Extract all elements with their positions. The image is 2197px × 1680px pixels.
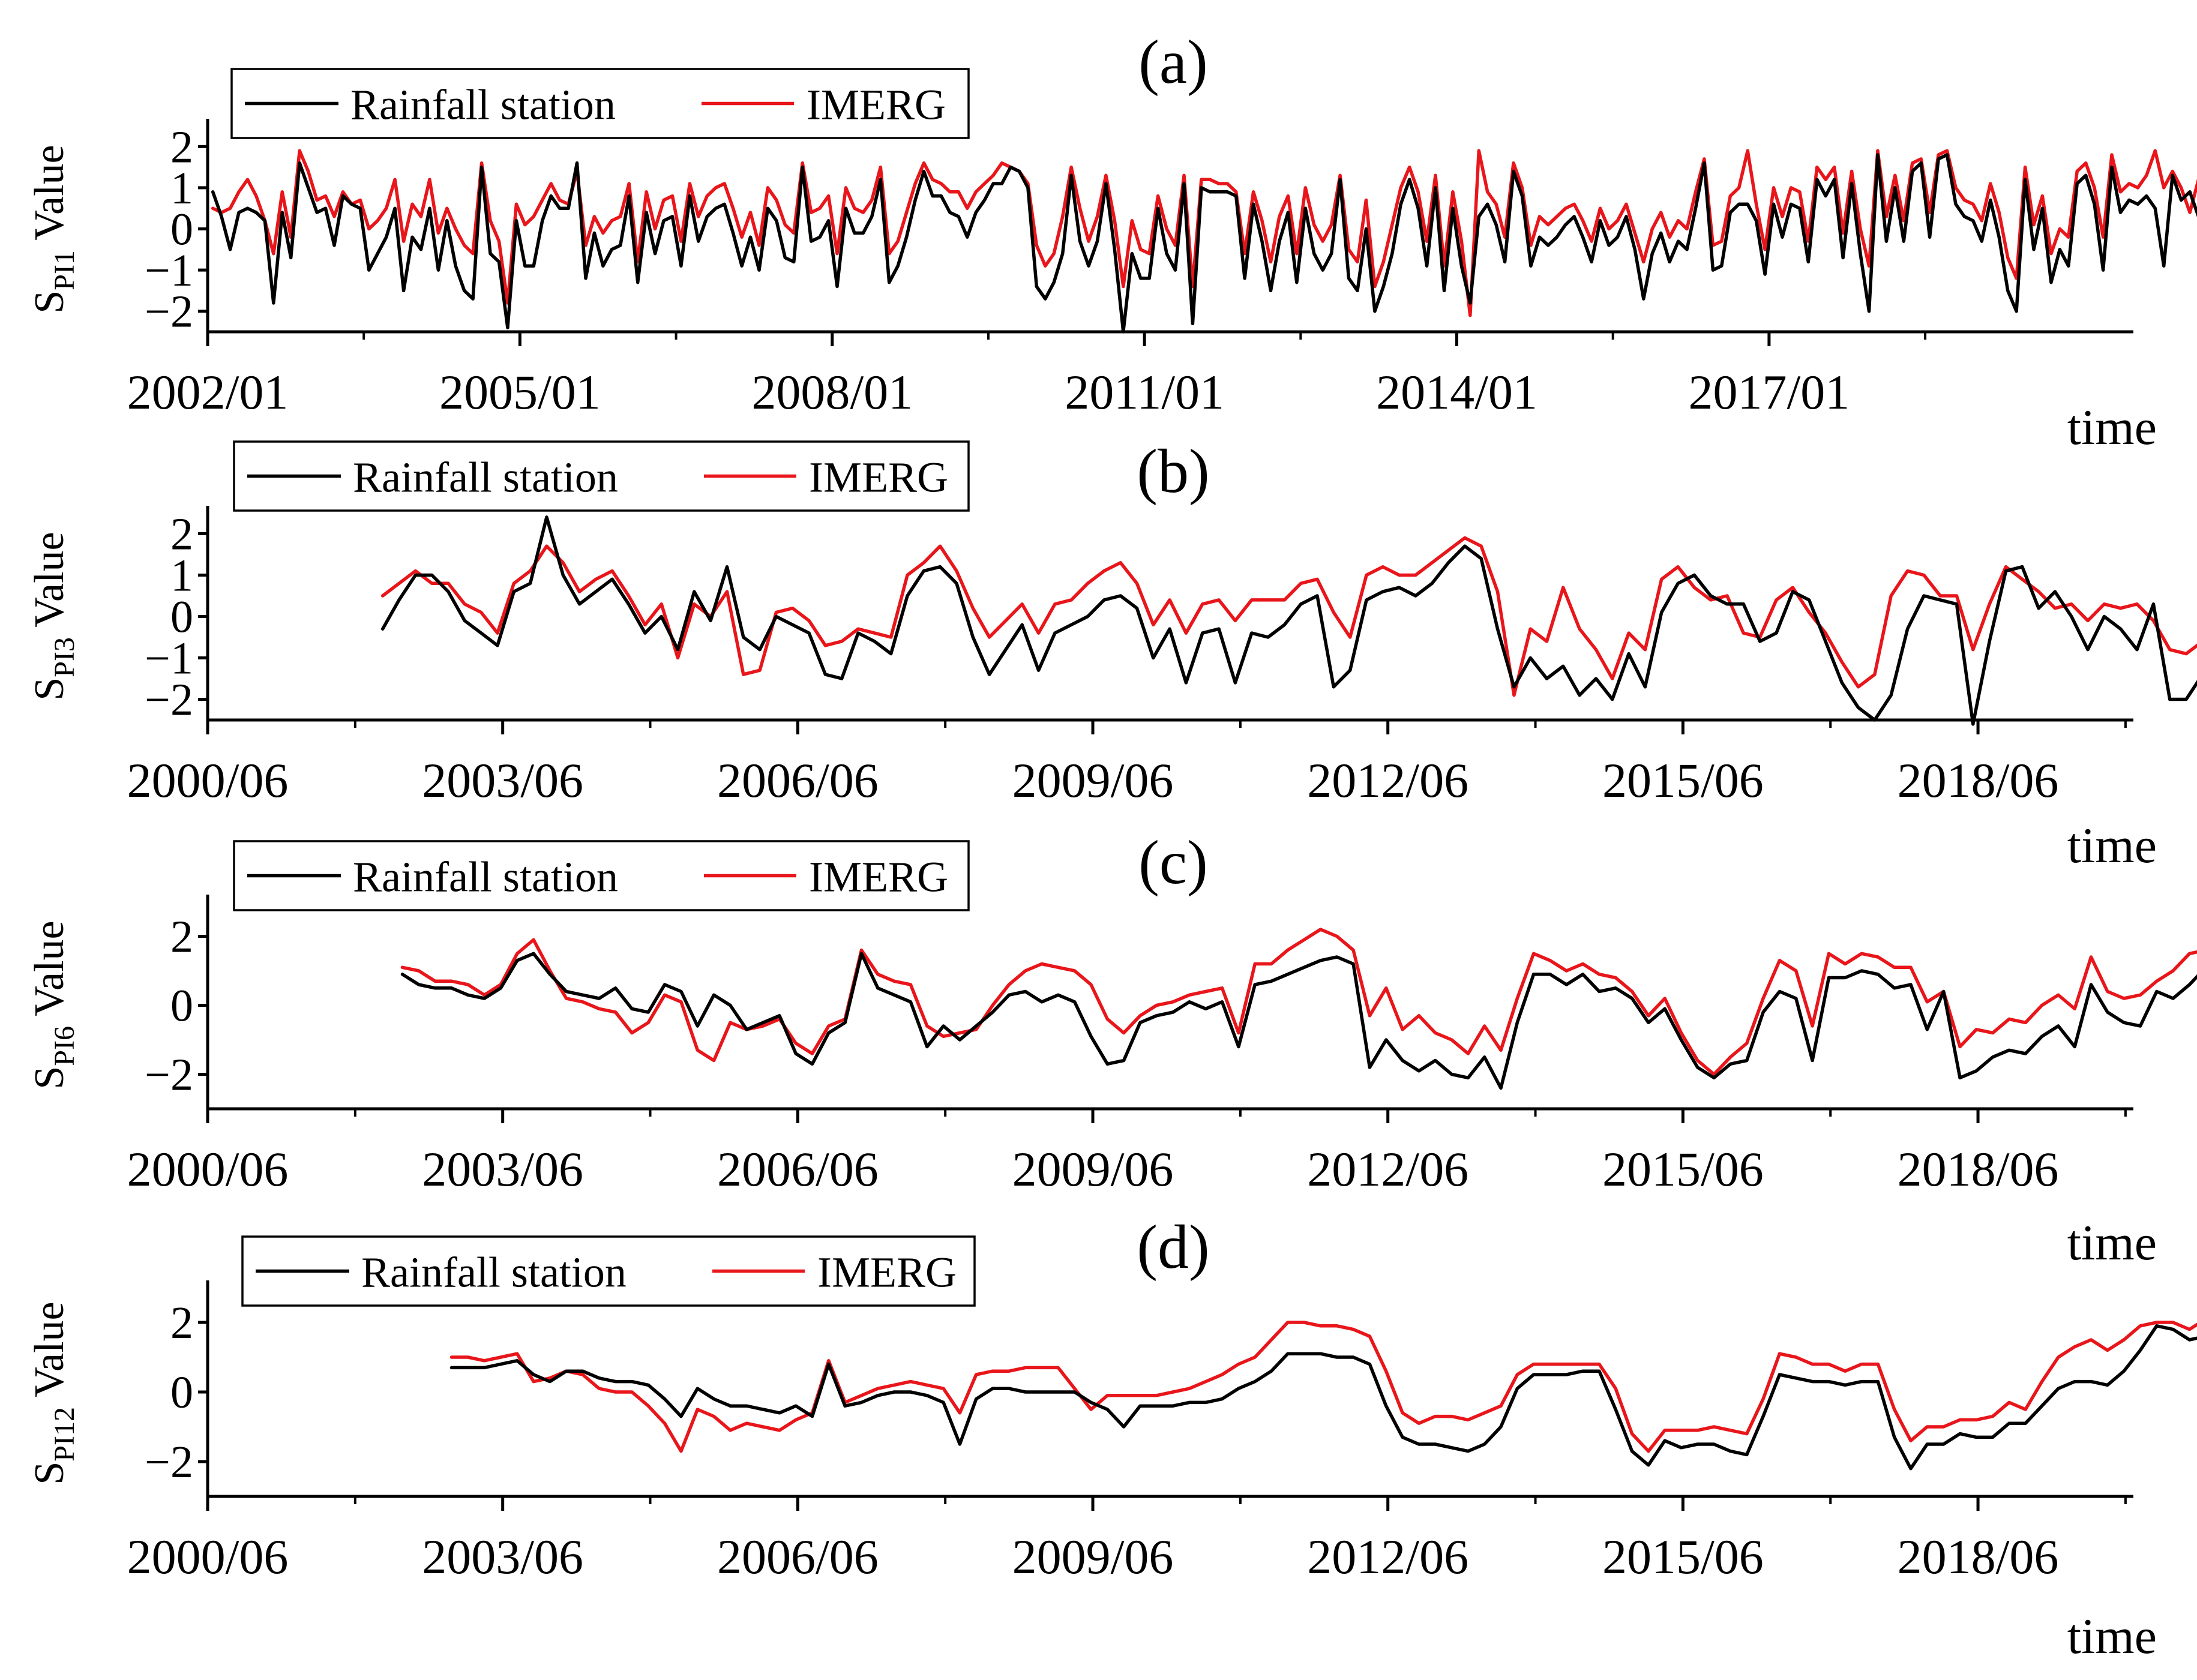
- rainfall-station-line: [400, 952, 2197, 1090]
- y-tick-label: 0: [170, 592, 193, 643]
- x-tick-label: 2000/06: [127, 753, 289, 808]
- x-axis-title: time: [2067, 400, 2157, 455]
- y-tick-label: −1: [145, 634, 193, 684]
- panel-label: (d): [1137, 1213, 1209, 1282]
- imerg-line: [380, 536, 2197, 697]
- x-tick-label: 2009/06: [1012, 1529, 1174, 1584]
- y-tick-label: −2: [145, 1050, 193, 1100]
- x-tick-label: 2003/06: [422, 1142, 583, 1196]
- legend-box: [233, 440, 970, 512]
- x-tick-label: 2009/06: [1012, 753, 1174, 808]
- legend-box: [241, 1235, 976, 1307]
- y-tick-label: −2: [145, 287, 193, 337]
- y-axis-title: SPI6 Value: [26, 920, 80, 1089]
- legend-box: [230, 68, 970, 139]
- legend-label-rainfall: Rainfall station: [350, 81, 616, 129]
- x-tick-label: 2017/01: [1688, 365, 1850, 419]
- legend-label-rainfall: Rainfall station: [353, 454, 618, 502]
- y-tick-label: 2: [170, 912, 193, 962]
- legend: Rainfall station IMERG: [233, 440, 970, 512]
- legend-label-imerg: IMERG: [809, 454, 948, 502]
- x-tick-label: 2015/06: [1602, 753, 1764, 808]
- imerg-line: [211, 149, 2197, 317]
- x-tick-label: 2003/06: [422, 753, 583, 808]
- panel-label: (a): [1138, 28, 1207, 97]
- x-tick-label: 2006/06: [717, 1142, 879, 1196]
- y-tick-label: −2: [145, 675, 193, 725]
- y-tick-label: 0: [170, 205, 193, 255]
- y-tick-label: −2: [145, 1437, 193, 1487]
- y-tick-label: 2: [170, 509, 193, 560]
- y-axis-title: SPI3 Value: [26, 532, 80, 700]
- y-axis-title: SPI12 Value: [26, 1301, 80, 1484]
- legend: Rainfall station IMERG: [241, 1235, 976, 1307]
- rainfall-station-line: [211, 153, 2197, 334]
- legend-box: [233, 840, 970, 911]
- panel-d: (d) −2 0 2 2000/06 2003/06 2006/06 2009/06 2012/…: [26, 1213, 2197, 1664]
- rainfall-station-line: [380, 515, 2197, 726]
- x-tick-label: 2000/06: [127, 1142, 289, 1196]
- y-tick-label: 1: [170, 163, 193, 214]
- x-tick-label: 2009/06: [1012, 1142, 1174, 1196]
- legend-label-imerg: IMERG: [807, 81, 946, 129]
- rainfall-station-line: [449, 1324, 2197, 1471]
- y-tick-label: 2: [170, 122, 193, 172]
- y-tick-label: 0: [170, 981, 193, 1031]
- x-tick-label: 2015/06: [1602, 1142, 1764, 1196]
- x-axis-title: time: [2067, 818, 2157, 874]
- x-tick-label: 2012/06: [1307, 753, 1468, 808]
- legend-label-rainfall: Rainfall station: [361, 1249, 627, 1297]
- y-tick-label: 2: [170, 1298, 193, 1348]
- x-tick-label: 2018/06: [1898, 1529, 2059, 1584]
- x-tick-label: 2012/06: [1307, 1529, 1468, 1584]
- panel-label: (c): [1138, 828, 1207, 897]
- legend-label-imerg: IMERG: [817, 1249, 957, 1297]
- x-tick-label: 2011/01: [1065, 365, 1224, 419]
- y-tick-label: 0: [170, 1367, 193, 1418]
- legend: Rainfall station IMERG: [230, 68, 970, 139]
- y-axis-title: SPI1 Value: [26, 145, 80, 313]
- x-tick-label: 2018/06: [1898, 753, 2059, 808]
- panel-c: (c) −2 0 2 2000/06 2003/06 2006/06 2009/06 2012/…: [26, 828, 2197, 1271]
- y-tick-label: −1: [145, 245, 193, 296]
- x-tick-label: 2018/06: [1898, 1142, 2059, 1196]
- x-axis-title: time: [2067, 1215, 2157, 1271]
- legend-label-rainfall: Rainfall station: [353, 853, 618, 901]
- x-tick-label: 2000/06: [127, 1529, 289, 1584]
- x-tick-label: 2002/01: [127, 365, 289, 419]
- x-axis-title: time: [2067, 1609, 2157, 1664]
- x-tick-label: 2014/01: [1376, 365, 1537, 419]
- imerg-line: [449, 1321, 2197, 1453]
- x-tick-label: 2008/01: [751, 365, 913, 419]
- panel-label: (b): [1137, 437, 1209, 506]
- y-tick-label: 1: [170, 551, 193, 601]
- x-tick-label: 2015/06: [1602, 1529, 1764, 1584]
- x-tick-label: 2012/06: [1307, 1142, 1468, 1196]
- x-tick-label: 2006/06: [717, 753, 879, 808]
- x-tick-label: 2005/01: [439, 365, 601, 419]
- x-tick-label: 2003/06: [422, 1529, 583, 1584]
- x-tick-label: 2006/06: [717, 1529, 879, 1584]
- legend-label-imerg: IMERG: [809, 853, 948, 901]
- imerg-line: [400, 928, 2197, 1076]
- legend: Rainfall station IMERG: [233, 840, 970, 911]
